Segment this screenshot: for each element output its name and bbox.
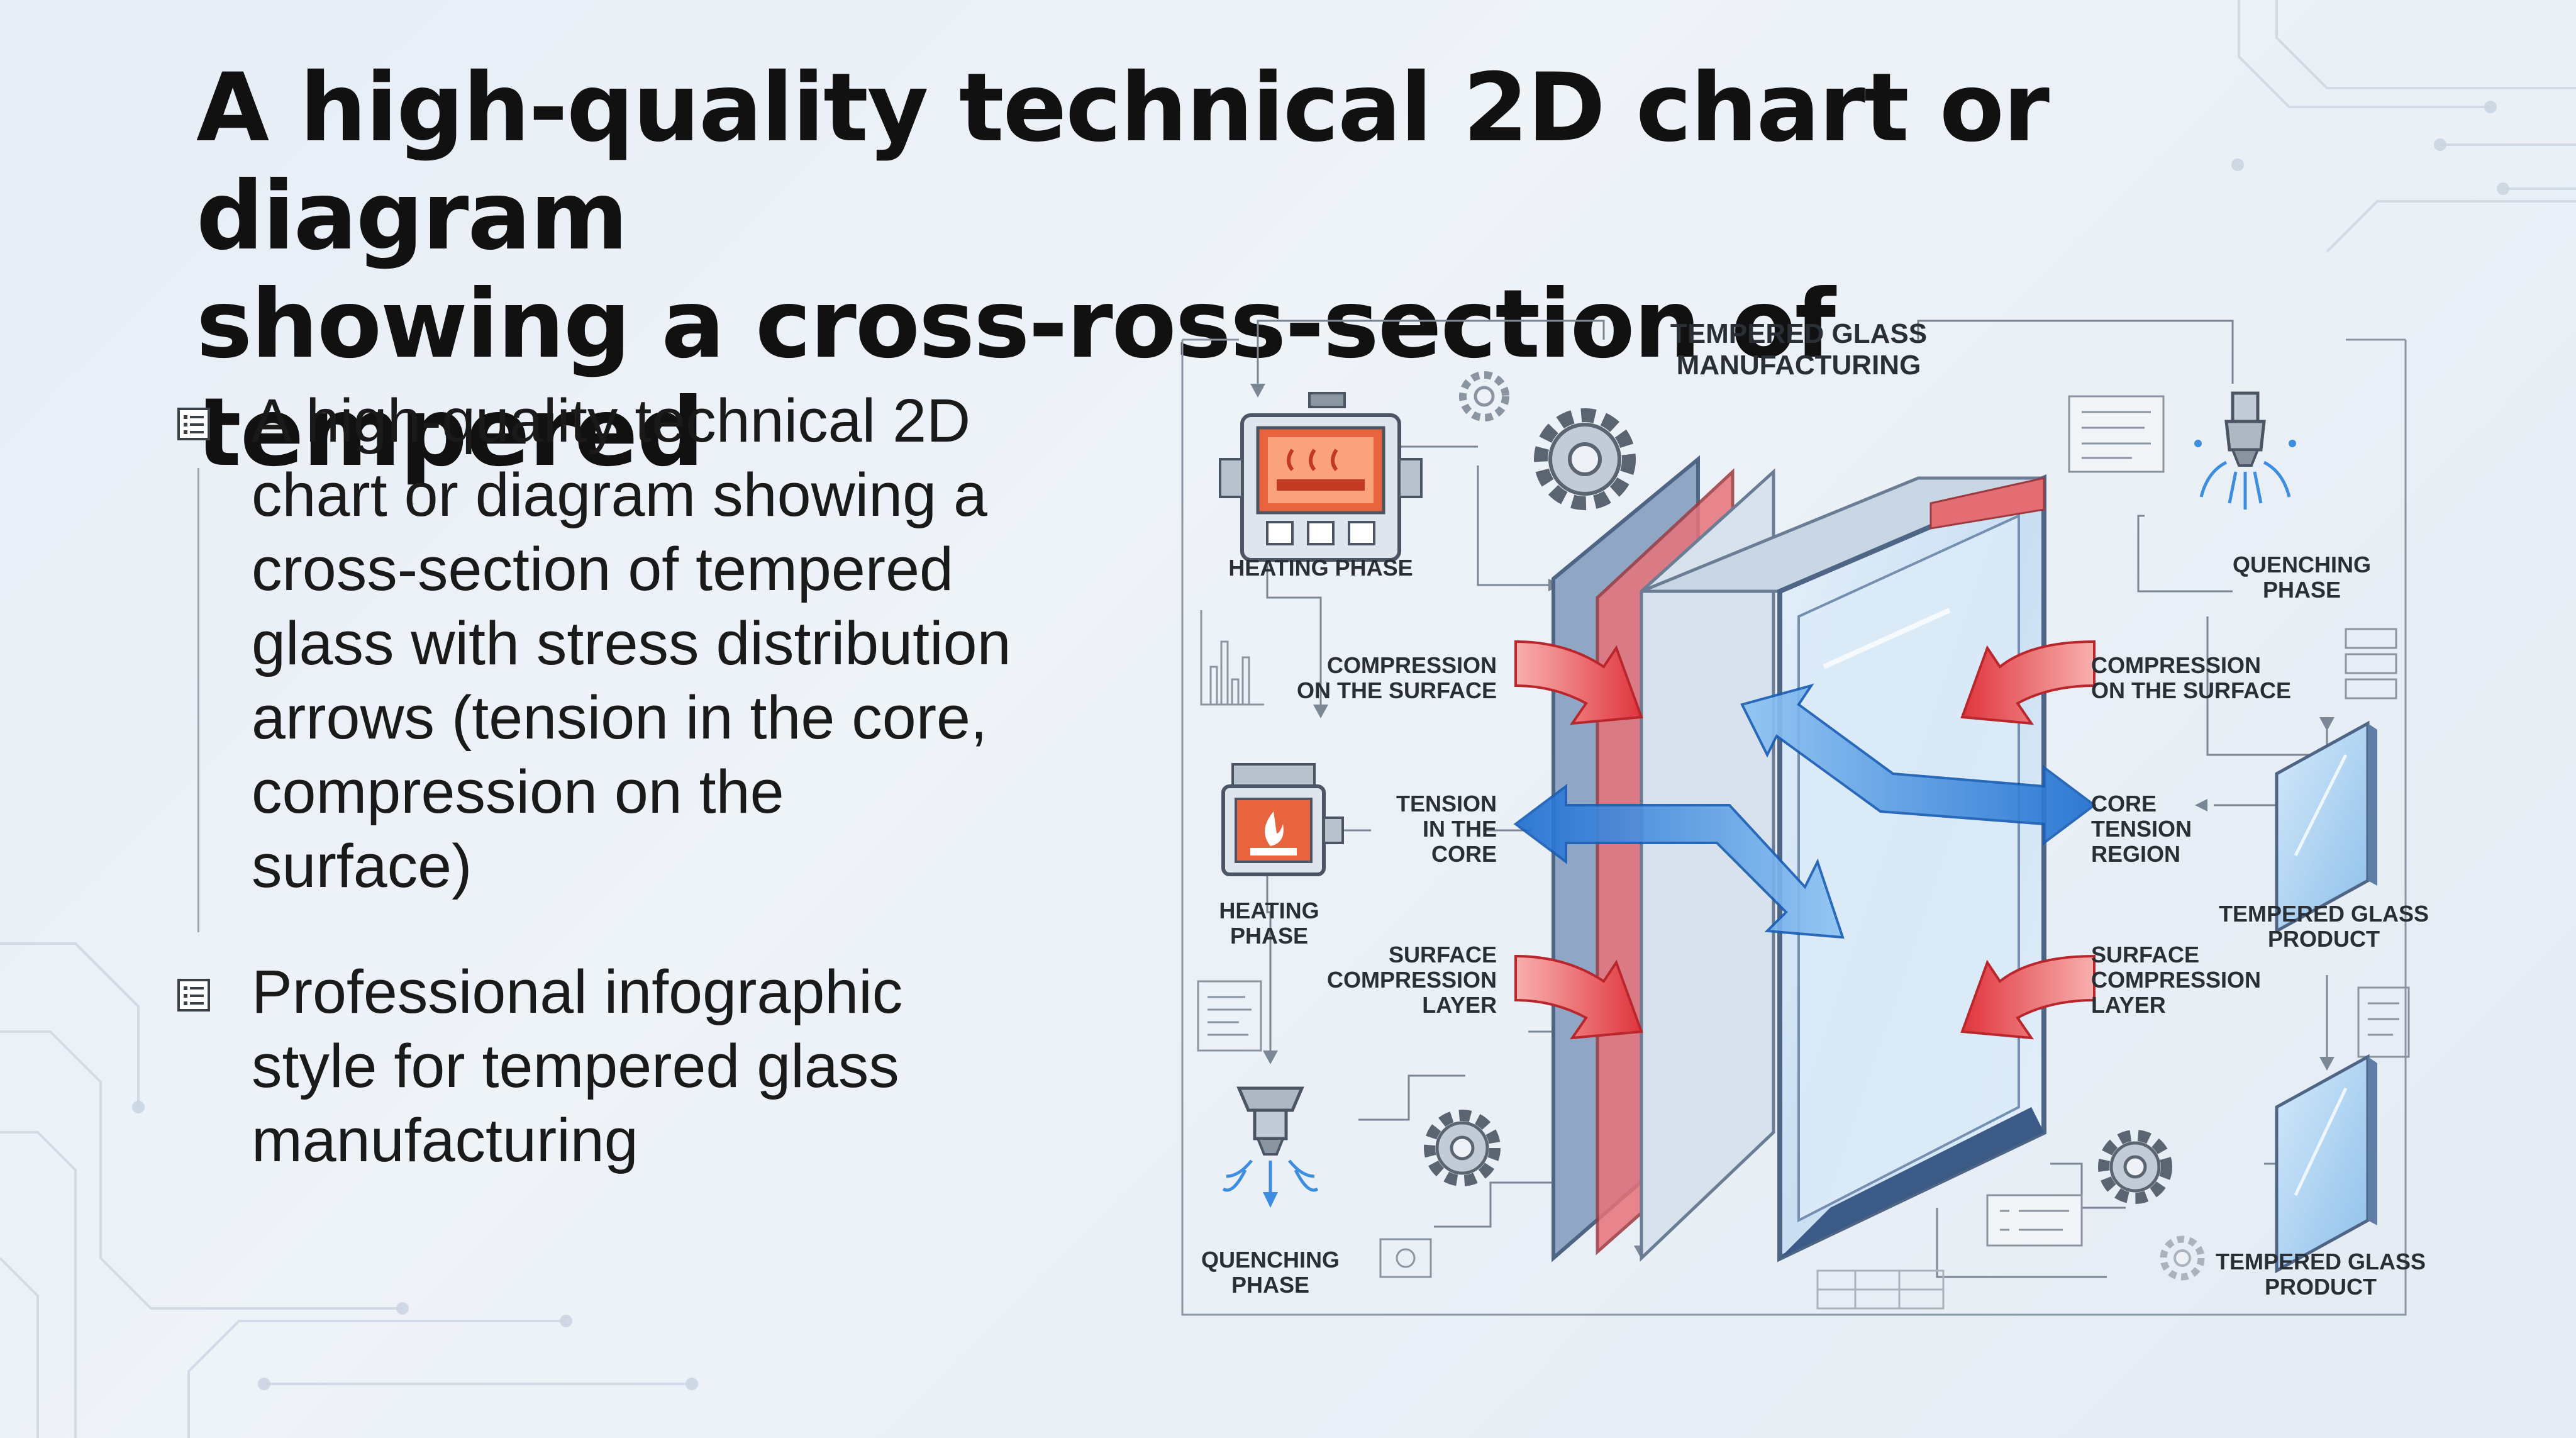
gear-icon <box>2098 1130 2172 1204</box>
bullet-line: chart or diagram showing a <box>252 460 987 529</box>
compression-surface-right-line-1: COMPRESSION <box>2091 652 2261 678</box>
glass-pane-product-icon <box>2275 720 2377 934</box>
server-rack-icon <box>2345 628 2397 699</box>
bullet-line: glass with stress distribution <box>252 609 1011 677</box>
quenching-phase-right-line-2: PHASE <box>2263 577 2341 603</box>
tension-arrow-right <box>1740 683 2097 845</box>
bullet-item: Professional infographic style for tempe… <box>170 955 1151 1178</box>
tempered-glass-product-2-line-2: PRODUCT <box>2265 1274 2377 1300</box>
bullet-line: arrows (tension in the core, <box>252 683 987 752</box>
form-panel-icon <box>1986 1194 2083 1247</box>
surface-layer-right-line-1: SURFACE <box>2091 942 2199 967</box>
tempered-glass-product-1-line-2: PRODUCT <box>2268 926 2380 952</box>
compression-arrow-top-right <box>1960 640 2096 725</box>
small-gear-icon <box>2160 1235 2205 1281</box>
compression-arrow-bottom-right <box>1960 954 2096 1040</box>
core-tension-region-line-3: REGION <box>2091 841 2180 867</box>
document-list-icon <box>177 979 210 1012</box>
page-title-line-1: A high-quality technical 2D chart or dia… <box>196 53 2050 271</box>
heater-oven-icon <box>1221 763 1344 876</box>
document-list-icon <box>177 408 210 440</box>
gear-icon <box>1534 408 1636 510</box>
surface-layer-left-line-3: LAYER <box>1422 992 1497 1018</box>
surface-layer-left-line-1: SURFACE <box>1389 942 1497 967</box>
mini-chart-icon <box>1200 610 1264 706</box>
quenching-phase-left-line-1: QUENCHING <box>1201 1247 1340 1273</box>
heating-phase-2-label-line-2: PHASE <box>1230 923 1308 949</box>
diagram-header-line-1: TEMPERED GLASS <box>1670 318 1927 349</box>
glass-pane-product-icon <box>2275 1054 2377 1274</box>
diagram-header-line-2: MANUFACTURING <box>1677 350 1921 381</box>
tension-core-label-line-2: IN THE <box>1423 816 1497 842</box>
diagram-border <box>1181 338 2407 1316</box>
surface-layer-right-line-3: LAYER <box>2091 992 2166 1018</box>
page-title-line-2: showing a cross-ross-section of tempered <box>196 270 1836 488</box>
tension-core-label-line-3: CORE <box>1431 841 1497 867</box>
bullet-line: A high-quality technical 2D <box>252 386 971 455</box>
table-panel-icon <box>1816 1269 1945 1310</box>
core-tension-region-line-1: CORE <box>2091 791 2157 817</box>
heating-phase-2-label-line-1: HEATING <box>1219 898 1319 923</box>
compression-arrow-bottom-left <box>1514 954 1643 1040</box>
bullet-line: style for tempered glass <box>252 1032 899 1100</box>
core-tension-region-line-2: TENSION <box>2091 816 2192 842</box>
bullet-line: Professional infographic <box>252 957 903 1026</box>
bullet-item: A high-quality technical 2D chart or dia… <box>170 384 1151 903</box>
glass-cross-section <box>1552 455 2046 1262</box>
flow-connectors <box>1257 320 2328 1278</box>
bullet-line: manufacturing <box>252 1106 638 1174</box>
tension-core-label-line-1: TENSION <box>1396 791 1497 817</box>
page-title: A high-quality technical 2D chart or dia… <box>196 54 2334 487</box>
control-box-icon <box>1379 1238 1432 1278</box>
tempered-glass-product-1-line-1: TEMPERED GLASS <box>2219 901 2429 927</box>
quenching-phase-left-line-2: PHASE <box>1231 1272 1309 1298</box>
compression-arrow-top-left <box>1514 640 1643 725</box>
settings-panel-icon <box>2068 395 2165 473</box>
document-icon <box>2357 986 2410 1058</box>
quenching-phase-right-line-1: QUENCHING <box>2233 552 2371 577</box>
tempered-glass-product-2-line-1: TEMPERED GLASS <box>2216 1249 2426 1274</box>
bullet-connector-line <box>197 468 199 932</box>
quench-nozzle-icon <box>2194 391 2296 510</box>
bullet-text: Professional infographic style for tempe… <box>252 955 1151 1178</box>
diagram-canvas: TEMPERED GLASS MANUFACTURING HEATING PHA… <box>1181 318 2429 1316</box>
surface-layer-right-line-2: COMPRESSION <box>2091 967 2261 993</box>
tempered-glass-diagram: TEMPERED GLASS MANUFACTURING HEATING PHA… <box>1163 315 2440 1334</box>
document-icon <box>1197 980 1262 1052</box>
bullet-line: compression on the <box>252 757 784 826</box>
compression-surface-left-line-2: ON THE SURFACE <box>1297 677 1497 703</box>
heater-furnace-icon <box>1219 392 1423 562</box>
heating-phase-label: HEATING PHASE <box>1228 555 1413 581</box>
bullet-text: A high-quality technical 2D chart or dia… <box>252 384 1151 903</box>
bullet-line: cross-section of tempered <box>252 535 953 603</box>
small-gear-icon <box>1459 371 1509 421</box>
tension-arrow-left <box>1513 784 1845 939</box>
surface-layer-left-line-2: COMPRESSION <box>1327 967 1497 993</box>
compression-surface-right-line-2: ON THE SURFACE <box>2091 677 2291 703</box>
quench-nozzle-icon <box>1222 1086 1319 1208</box>
compression-surface-left-line-1: COMPRESSION <box>1327 652 1497 678</box>
gear-icon <box>1424 1110 1501 1186</box>
bullet-line: surface) <box>252 832 472 900</box>
bullet-list: A high-quality technical 2D chart or dia… <box>170 384 1151 1178</box>
